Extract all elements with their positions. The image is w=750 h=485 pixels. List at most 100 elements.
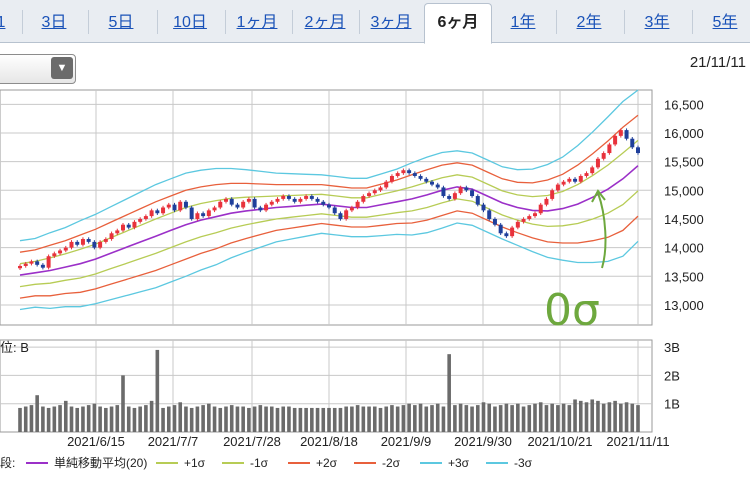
- volume-bar: [29, 405, 34, 432]
- volume-bar: [624, 402, 629, 432]
- tab-3-months[interactable]: 3ヶ月: [370, 14, 412, 31]
- volume-bar: [41, 406, 45, 432]
- tab-divider: [225, 10, 226, 34]
- candle-body: [418, 175, 423, 179]
- candle-body: [235, 204, 240, 208]
- candle-body: [504, 233, 509, 237]
- tab-divider: [22, 10, 23, 34]
- indicator-select[interactable]: ▼: [0, 54, 76, 84]
- candle-body: [498, 224, 503, 234]
- volume-bar: [441, 406, 446, 432]
- candle-body: [63, 247, 68, 251]
- volume-bar: [98, 406, 102, 432]
- legend-label: +2σ: [316, 456, 338, 470]
- legend-label: +3σ: [448, 456, 470, 470]
- candle-body: [258, 207, 263, 211]
- volume-bar: [172, 405, 177, 432]
- volume-bar: [567, 405, 572, 432]
- volume-bar: [630, 403, 635, 432]
- tab-partial[interactable]: 1: [0, 14, 6, 31]
- tab-2-years[interactable]: 2年: [576, 14, 602, 31]
- plus3-band: [19, 89, 639, 242]
- volume-bar: [538, 402, 543, 432]
- candle-body: [389, 175, 394, 182]
- volume-tick-label: 3B: [664, 340, 680, 355]
- candle-body: [29, 261, 34, 264]
- volume-bar: [367, 406, 371, 432]
- candle-body: [40, 264, 45, 268]
- candlesticks: [18, 128, 640, 270]
- legend-label: -1σ: [250, 456, 269, 470]
- legend-prefix: 段:: [0, 455, 15, 470]
- volume-bar: [344, 406, 348, 432]
- volume-bar: [544, 405, 549, 432]
- volume-bar: [464, 405, 469, 432]
- minus1-band: [19, 190, 639, 288]
- candle-body: [395, 173, 400, 176]
- volume-bar: [470, 406, 474, 432]
- tab-5-years[interactable]: 5年: [712, 14, 738, 31]
- candle-body: [510, 227, 515, 237]
- candle-body: [613, 135, 618, 145]
- volume-tick-label: 1B: [664, 397, 680, 412]
- tab-1-year[interactable]: 1年: [510, 14, 536, 31]
- candle-body: [550, 190, 555, 199]
- candle-body: [252, 198, 257, 208]
- volume-bar: [81, 406, 85, 432]
- candle-body: [138, 218, 143, 222]
- candle-body: [298, 198, 303, 202]
- candle-body: [264, 204, 269, 211]
- tab-3-years[interactable]: 3年: [644, 14, 670, 31]
- tab-6-months[interactable]: 6ヶ月: [424, 3, 492, 44]
- candle-body: [149, 210, 154, 217]
- candle-body: [464, 187, 469, 191]
- grid: [0, 89, 653, 433]
- volume-bar: [407, 403, 411, 432]
- volume-bar: [281, 406, 286, 432]
- candle-body: [481, 204, 486, 211]
- volume-bar: [418, 403, 423, 432]
- legend-label: -2σ: [382, 456, 401, 470]
- tab-divider: [157, 10, 158, 34]
- annotation-arrow: [597, 192, 607, 269]
- tab-divider: [556, 10, 557, 34]
- date-tick-label: 2021/8/18: [300, 434, 358, 449]
- tab-divider: [88, 10, 89, 34]
- candle-body: [441, 187, 446, 197]
- candle-body: [447, 196, 452, 199]
- tab-1-month[interactable]: 1ヶ月: [236, 14, 278, 31]
- tab-3-days[interactable]: 3日: [41, 14, 67, 31]
- candle-body: [46, 256, 51, 268]
- price-tick-label: 16,500: [664, 97, 704, 112]
- volume-bar: [453, 405, 457, 432]
- tab-2-months[interactable]: 2ヶ月: [304, 14, 346, 31]
- tab-5-days[interactable]: 5日: [108, 14, 134, 31]
- volume-bar: [601, 403, 606, 432]
- candle-body: [75, 241, 80, 245]
- candle-body: [533, 213, 537, 217]
- candle-body: [361, 196, 366, 202]
- candle-body: [515, 221, 520, 228]
- volume-bar: [189, 407, 194, 432]
- candle-body: [527, 216, 532, 219]
- plus1-band: [19, 139, 639, 265]
- candle-body: [584, 173, 589, 176]
- candle-body: [212, 207, 217, 211]
- period-tab-bar: 1 3日 5日 10日 1ヶ月 2ヶ月 3ヶ月 6ヶ月 1年 2年 3年 5年: [0, 0, 750, 44]
- tab-10-days[interactable]: 10日: [173, 14, 207, 31]
- volume-bar: [269, 406, 274, 432]
- price-tick-label: 14,500: [664, 212, 704, 227]
- candle-body: [607, 144, 612, 154]
- volume-bar: [475, 405, 480, 432]
- price-tick-label: 16,000: [664, 126, 704, 141]
- candle-body: [624, 130, 629, 139]
- volume-bar: [584, 402, 589, 432]
- volume-bar: [258, 405, 263, 432]
- candle-body: [567, 178, 572, 182]
- candle-body: [178, 201, 183, 211]
- chart-date: 21/11/11: [689, 54, 746, 71]
- volume-bar: [149, 400, 154, 432]
- candle-body: [23, 263, 28, 266]
- candle-body: [35, 261, 40, 265]
- chevron-down-icon[interactable]: ▼: [51, 57, 73, 79]
